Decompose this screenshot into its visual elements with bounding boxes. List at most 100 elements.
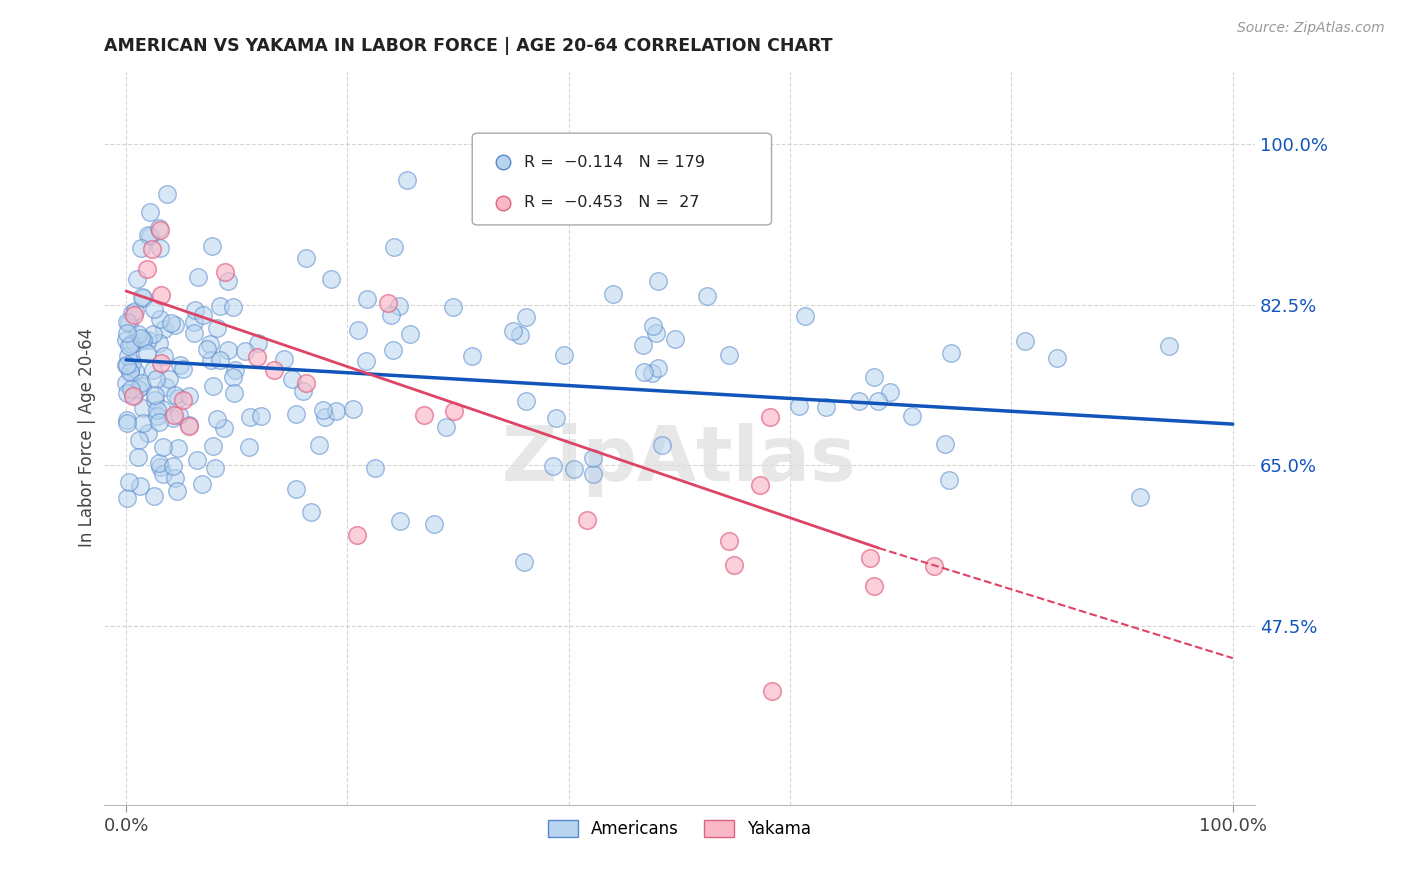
Point bbox=[647, 273, 669, 287]
Text: R =  −0.114   N = 179: R = −0.114 N = 179 bbox=[524, 154, 704, 169]
Point bbox=[117, 491, 139, 505]
Point bbox=[149, 241, 172, 255]
Point bbox=[152, 440, 174, 454]
Point bbox=[198, 336, 221, 351]
Y-axis label: In Labor Force | Age 20-64: In Labor Force | Age 20-64 bbox=[79, 328, 96, 548]
Point bbox=[512, 555, 534, 569]
Point bbox=[115, 376, 138, 390]
Point bbox=[138, 204, 160, 219]
Point bbox=[143, 489, 166, 503]
Point bbox=[195, 342, 218, 356]
Point bbox=[148, 416, 170, 430]
Point bbox=[250, 409, 273, 423]
Point bbox=[347, 322, 370, 336]
Point bbox=[136, 227, 159, 242]
Point bbox=[214, 421, 236, 435]
Point bbox=[718, 533, 741, 548]
Point bbox=[209, 300, 232, 314]
Point bbox=[157, 372, 180, 386]
Point bbox=[602, 287, 624, 301]
Point bbox=[118, 475, 141, 489]
Point bbox=[202, 379, 225, 393]
Point bbox=[761, 684, 783, 698]
Point bbox=[121, 356, 143, 370]
Point bbox=[169, 359, 191, 373]
Point bbox=[515, 310, 537, 325]
Point bbox=[190, 477, 212, 491]
Point bbox=[149, 288, 172, 302]
Point bbox=[128, 433, 150, 447]
Point bbox=[651, 438, 673, 452]
Point bbox=[150, 356, 173, 370]
Point bbox=[901, 409, 924, 423]
Point bbox=[150, 401, 173, 416]
Point bbox=[163, 318, 186, 332]
Point bbox=[183, 326, 205, 340]
Point bbox=[460, 349, 482, 363]
Point bbox=[136, 262, 159, 277]
Point bbox=[131, 378, 153, 392]
Point bbox=[127, 272, 149, 286]
Point bbox=[167, 391, 190, 405]
Point bbox=[115, 315, 138, 329]
Point bbox=[582, 467, 605, 481]
Point bbox=[541, 458, 564, 473]
Point bbox=[938, 473, 960, 487]
Point bbox=[186, 453, 208, 467]
Text: Source: ZipAtlas.com: Source: ZipAtlas.com bbox=[1237, 21, 1385, 35]
Point bbox=[382, 240, 405, 254]
Point bbox=[643, 318, 665, 333]
Point bbox=[122, 389, 145, 403]
Point bbox=[148, 459, 170, 474]
Point bbox=[117, 326, 139, 341]
Point bbox=[132, 291, 155, 305]
Point bbox=[1128, 490, 1150, 504]
Point bbox=[183, 315, 205, 329]
Point bbox=[793, 310, 815, 324]
Point bbox=[576, 513, 599, 527]
Point bbox=[273, 352, 295, 367]
Point bbox=[295, 251, 318, 265]
Point bbox=[153, 322, 176, 336]
Point bbox=[814, 400, 837, 414]
Point bbox=[127, 383, 149, 397]
Point bbox=[153, 349, 176, 363]
Point bbox=[281, 371, 304, 385]
Point bbox=[124, 364, 146, 378]
Point bbox=[217, 274, 239, 288]
Point bbox=[509, 328, 531, 343]
Point bbox=[434, 419, 457, 434]
Point bbox=[135, 346, 157, 360]
Text: AMERICAN VS YAKAMA IN LABOR FORCE | AGE 20-64 CORRELATION CHART: AMERICAN VS YAKAMA IN LABOR FORCE | AGE … bbox=[104, 37, 832, 55]
Point bbox=[342, 402, 364, 417]
Point bbox=[172, 392, 194, 407]
Point bbox=[205, 412, 228, 426]
Point bbox=[179, 418, 201, 433]
Point bbox=[155, 379, 177, 393]
Point bbox=[292, 384, 315, 398]
Point bbox=[499, 302, 522, 317]
Point bbox=[163, 388, 186, 402]
Point bbox=[145, 372, 167, 386]
Point bbox=[148, 220, 170, 235]
Point bbox=[284, 407, 307, 421]
Point bbox=[132, 333, 155, 347]
Point bbox=[325, 404, 347, 418]
Point bbox=[399, 326, 422, 341]
Point bbox=[633, 365, 655, 379]
Point bbox=[299, 505, 322, 519]
Point bbox=[1157, 338, 1180, 352]
Point bbox=[502, 324, 524, 338]
Point bbox=[129, 330, 152, 344]
Point bbox=[117, 349, 139, 363]
Point bbox=[167, 441, 190, 455]
Point bbox=[396, 173, 419, 187]
Point bbox=[124, 335, 146, 350]
Point bbox=[582, 451, 605, 466]
Point bbox=[696, 288, 718, 302]
Point bbox=[544, 410, 567, 425]
Point bbox=[124, 308, 146, 322]
Point bbox=[148, 456, 170, 470]
Point bbox=[718, 348, 741, 362]
Point bbox=[115, 358, 138, 372]
